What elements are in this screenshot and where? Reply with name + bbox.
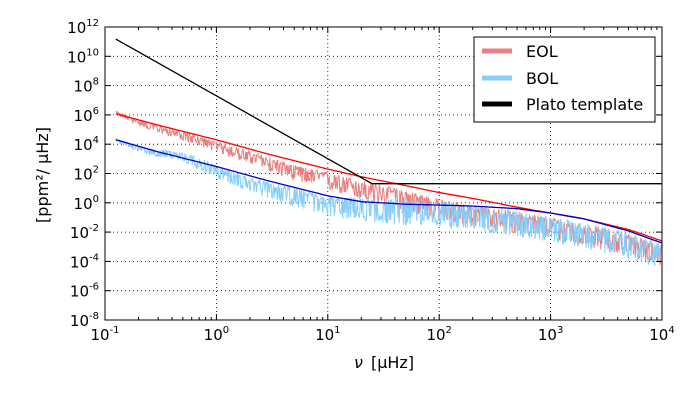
y-tick-label: 100 bbox=[74, 194, 99, 213]
series-bol-fit bbox=[115, 139, 663, 244]
legend: EOL BOL Plato template bbox=[473, 36, 656, 123]
y-axis-label: [ppm²/ μHz] bbox=[33, 127, 52, 223]
x-axis-unit: [μHz] bbox=[371, 353, 414, 372]
plot-area bbox=[115, 38, 663, 267]
y-tick-label: 1012 bbox=[67, 18, 99, 37]
x-axis-label: ν [μHz] bbox=[354, 353, 414, 372]
x-tick-label: 100 bbox=[204, 325, 229, 344]
y-tick-label: 10-2 bbox=[70, 223, 99, 242]
legend-label-eol: EOL bbox=[526, 42, 558, 61]
series-eol-fit bbox=[115, 113, 663, 242]
legend-label-plato: Plato template bbox=[526, 95, 643, 114]
y-tick-label: 104 bbox=[74, 135, 99, 154]
y-tick-label: 106 bbox=[74, 106, 99, 125]
y-tick-label: 10-8 bbox=[70, 311, 99, 330]
series-eol bbox=[115, 110, 663, 266]
x-tick-label: 103 bbox=[538, 325, 563, 344]
x-tick-label: 102 bbox=[426, 325, 451, 344]
x-tick-label: 104 bbox=[649, 325, 674, 344]
y-tick-label: 10-6 bbox=[70, 282, 99, 301]
ticks: 10-1 100 101 102 103 104 10-8 10-6 10-4 10-2 100 10… bbox=[67, 18, 675, 344]
legend-label-bol: BOL bbox=[526, 69, 558, 88]
y-tick-label: 108 bbox=[74, 77, 99, 96]
x-tick-label: 10-1 bbox=[90, 325, 119, 344]
x-tick-label: 101 bbox=[315, 325, 340, 344]
x-axis-symbol: ν bbox=[354, 353, 363, 372]
series-plato-template bbox=[115, 38, 662, 185]
y-tick-label: 102 bbox=[74, 165, 99, 184]
y-tick-label: 1010 bbox=[67, 47, 99, 66]
series-bol bbox=[115, 138, 663, 267]
y-tick-label: 10-4 bbox=[70, 252, 99, 271]
